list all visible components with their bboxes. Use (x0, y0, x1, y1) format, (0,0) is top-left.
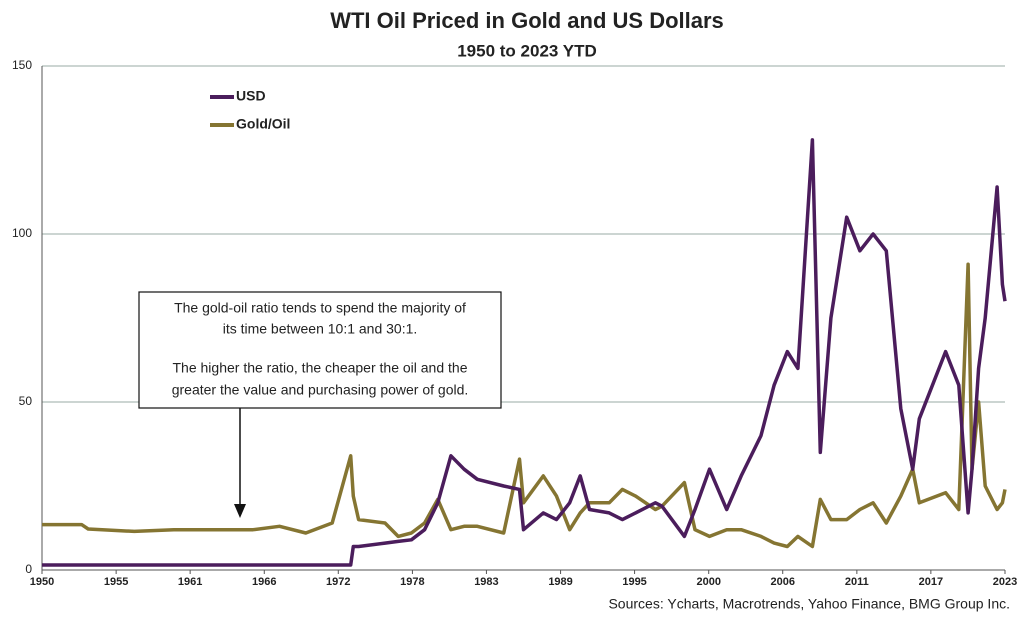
x-tick-label: 1961 (178, 576, 202, 588)
series-line (42, 138, 1007, 567)
x-tick-label: 1950 (30, 576, 54, 588)
annotation-box (138, 291, 502, 409)
annotation-text: greater the value and purchasing power o… (172, 382, 469, 398)
source: Sources: Ycharts, Macrotrends, Yahoo Fin… (608, 596, 1010, 612)
x-tick-label: 2023 (993, 576, 1017, 588)
x-tick-label: 1978 (400, 576, 424, 588)
chart-title: WTI Oil Priced in Gold and US Dollars (330, 8, 724, 33)
x-tick-label: 1955 (104, 576, 128, 588)
x-tick-label: 2006 (770, 576, 794, 588)
chart-subtitle: 1950 to 2023 YTD (457, 41, 597, 60)
y-tick-label: 0 (25, 562, 32, 576)
plot-area: 0 50 100 150 1950 1955 1961 1966 1972 1978 1983 198… (12, 58, 1017, 588)
x-tick-label: 1972 (326, 576, 350, 588)
x-tick-label: 1989 (548, 576, 572, 588)
x-tick-label: 2011 (845, 576, 869, 588)
legend-label: Gold/Oil (236, 116, 290, 132)
x-tick-label: 2017 (919, 576, 943, 588)
arrow-head (234, 504, 246, 518)
x-tick-label: 2000 (696, 576, 720, 588)
y-tick-label: 150 (12, 58, 32, 72)
annotation-text: The higher the ratio, the cheaper the oi… (173, 360, 468, 376)
annotation-text: its time between 10:1 and 30:1. (223, 321, 418, 337)
annotation-text: The gold-oil ratio tends to spend the ma… (174, 300, 466, 316)
x-tick-label: 1966 (252, 576, 276, 588)
y-tick-label: 100 (12, 226, 32, 240)
x-tick-label: 1983 (474, 576, 498, 588)
x-tick-label: 1995 (622, 576, 646, 588)
y-tick-label: 50 (19, 394, 33, 408)
legend-label: USD (236, 88, 266, 104)
